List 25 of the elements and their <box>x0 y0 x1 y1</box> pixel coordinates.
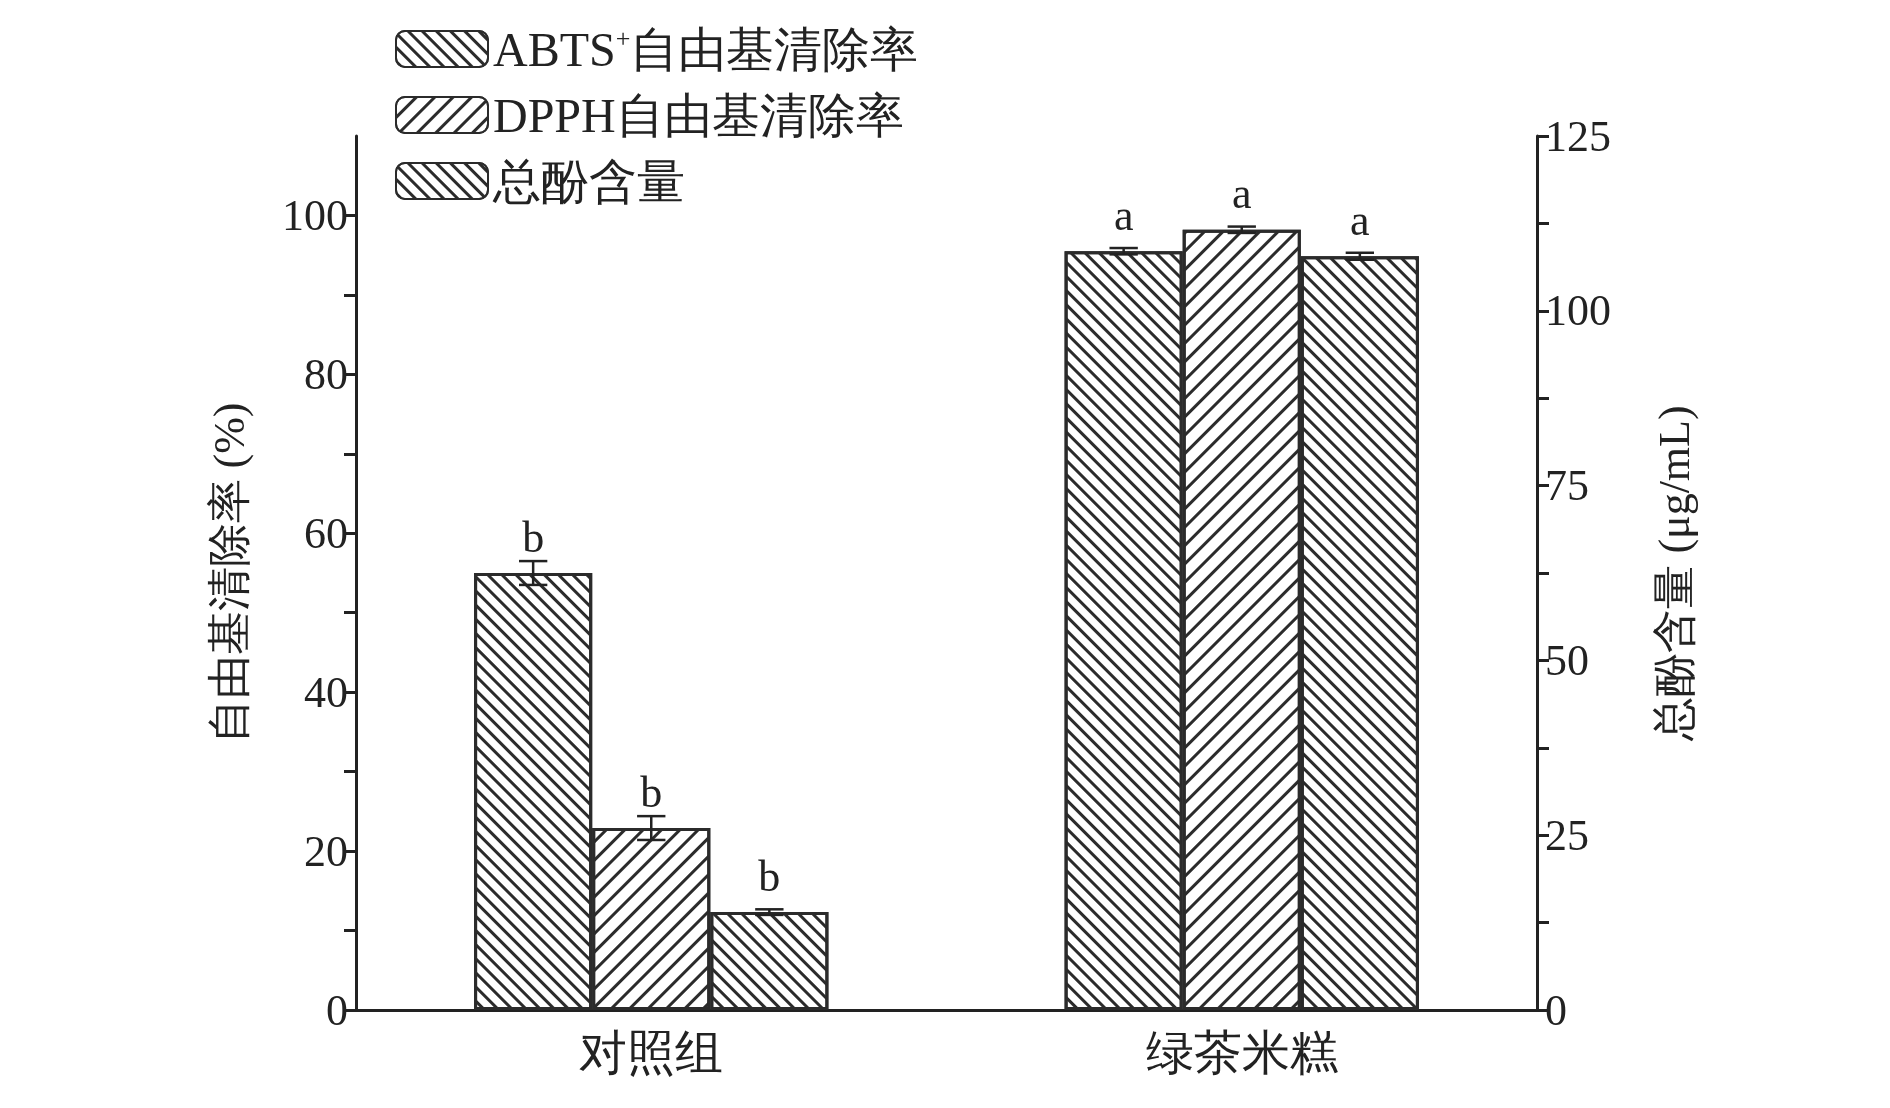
y-tick-label: 100 <box>282 190 348 240</box>
y-tick-label: 80 <box>304 349 348 399</box>
x-tick-label: 绿茶米糕 <box>1145 1025 1338 1079</box>
legend-label: ABTS+自由基清除率 <box>493 22 919 76</box>
legend-label: 总酚含量 <box>492 154 685 208</box>
x-tick-label: 对照组 <box>579 1025 724 1079</box>
data-label: b <box>522 512 545 562</box>
y-tick-label: 0 <box>326 985 348 1035</box>
y2-tick-label: 25 <box>1545 810 1589 860</box>
y2-axis-title: 总酚含量 (μg/mL) <box>1649 405 1699 742</box>
y2-tick-label: 50 <box>1545 635 1589 685</box>
data-label: b <box>758 851 781 901</box>
y2-tick-label: 0 <box>1545 985 1567 1035</box>
y2-tick-label: 125 <box>1545 111 1611 161</box>
data-label: a <box>1231 169 1252 219</box>
data-label: a <box>1350 195 1370 245</box>
data-label: a <box>1113 190 1134 240</box>
y-tick-label: 20 <box>304 826 348 876</box>
y-tick-label: 60 <box>304 508 348 558</box>
data-label: b <box>640 767 663 817</box>
y-tick-label: 40 <box>304 667 348 717</box>
y2-tick-label: 75 <box>1545 461 1589 511</box>
y-axis-title: 自由基清除率 (%) <box>204 402 254 744</box>
legend-label: DPPH自由基清除率 <box>493 88 904 142</box>
y2-tick-label: 100 <box>1545 286 1611 336</box>
